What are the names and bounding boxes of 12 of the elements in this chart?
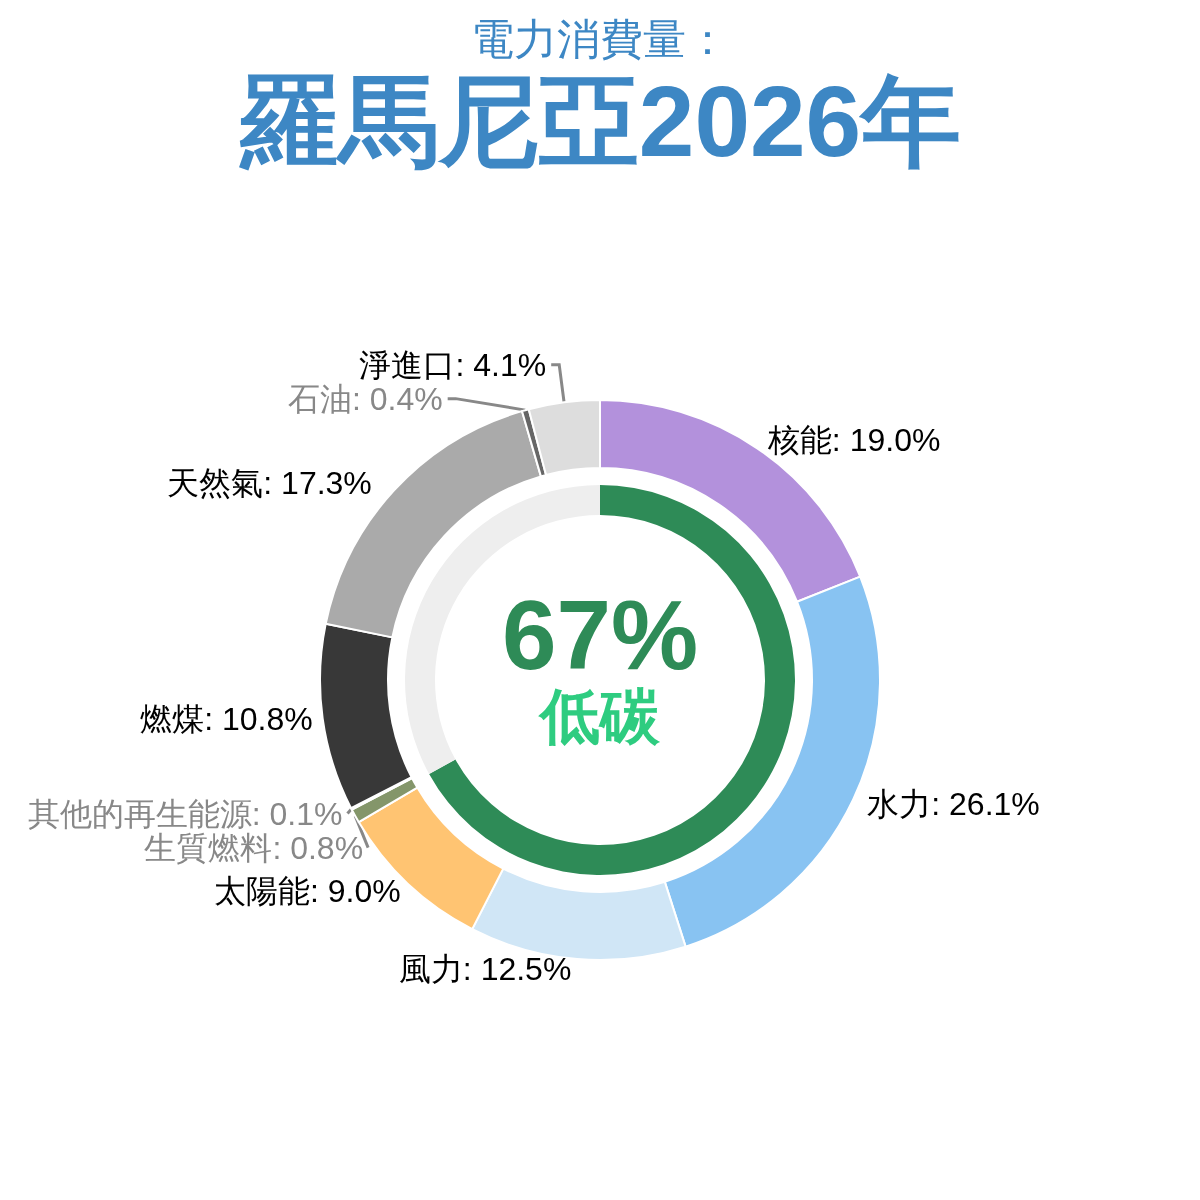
slice-label: 太陽能: 9.0% xyxy=(213,872,401,909)
chart-title: 羅馬尼亞2026年 xyxy=(238,65,962,177)
chart-subtitle: 電力消費量： xyxy=(471,14,729,63)
slice-label: 石油: 0.4% xyxy=(287,380,443,417)
slice-label: 天然氣: 17.3% xyxy=(167,465,372,502)
slice-label: 淨進口: 4.1% xyxy=(359,346,547,383)
slice-label: 核能: 19.0% xyxy=(766,422,941,459)
slice-label: 風力: 12.5% xyxy=(398,951,572,988)
slice-label: 水力: 26.1% xyxy=(867,785,1040,822)
slice-label: 其他的再生能源: 0.1% xyxy=(27,795,343,832)
slice-label: 生質燃料: 0.8% xyxy=(144,829,364,866)
slice-label: 燃煤: 10.8% xyxy=(140,701,313,738)
